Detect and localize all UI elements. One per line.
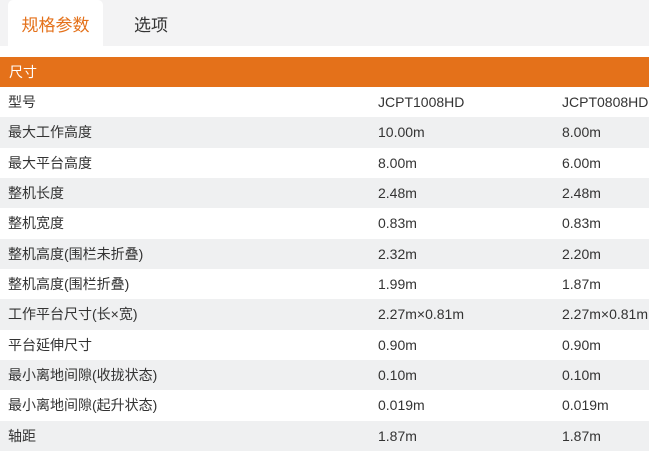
row-label: 工作平台尺寸(长×宽) (8, 306, 138, 323)
section-header-dimensions: 尺寸 (0, 57, 649, 87)
row-label: 最小离地间隙(收拢状态) (8, 367, 158, 384)
row-value: 8.00m (378, 154, 417, 171)
row-value: JCPT0808HD (562, 94, 649, 111)
row-value: 0.019m (378, 397, 425, 414)
row-label: 整机宽度 (8, 215, 64, 232)
table-row: 整机长度 2.48m 2.48m (0, 177, 649, 209)
table-row: 最小离地间隙(起升状态) 0.019m 0.019m (0, 390, 649, 421)
row-label: 最大平台高度 (8, 154, 92, 171)
row-value: 0.10m (378, 367, 417, 384)
row-label: 整机高度(围栏折叠) (8, 276, 130, 293)
row-value: 0.10m (562, 367, 601, 384)
row-value: 1.99m (378, 276, 417, 293)
row-label: 最大工作高度 (8, 124, 92, 141)
tab-content-gap (0, 46, 649, 57)
table-row: 整机宽度 0.83m 0.83m (0, 208, 649, 239)
row-label: 最小离地间隙(起升状态) (8, 397, 158, 414)
row-value: 0.019m (562, 397, 609, 414)
table-row: 平台延伸尺寸 0.90m 0.90m (0, 329, 649, 360)
row-label: 整机长度 (8, 185, 64, 202)
row-value: 0.83m (378, 215, 417, 232)
row-value: 2.20m (562, 245, 601, 262)
row-value: 8.00m (562, 124, 601, 141)
spec-table-body: 型号 JCPT1008HD JCPT0808HD 最大工作高度 10.00m 8.00m 最… (0, 87, 649, 451)
tab-options[interactable]: 选项 (134, 15, 168, 35)
row-value: 1.87m (378, 427, 417, 444)
row-value: 1.87m (562, 276, 601, 293)
row-label: 轴距 (8, 427, 36, 444)
row-value: 10.00m (378, 124, 425, 141)
row-label: 整机高度(围栏未折叠) (8, 245, 144, 262)
row-label: 平台延伸尺寸 (8, 336, 92, 353)
row-value: 0.83m (562, 215, 601, 232)
tab-specifications[interactable]: 规格参数 (8, 0, 103, 46)
table-row: 最大平台高度 8.00m 6.00m (0, 147, 649, 178)
row-value: 1.87m (562, 427, 601, 444)
row-value: 0.90m (378, 336, 417, 353)
row-value: 2.48m (562, 185, 601, 202)
row-value: 6.00m (562, 154, 601, 171)
table-row: 最大工作高度 10.00m 8.00m (0, 117, 649, 148)
row-value: 0.90m (562, 336, 601, 353)
table-row: 轴距 1.87m 1.87m (0, 420, 649, 451)
table-row: 整机高度(围栏折叠) 1.99m 1.87m (0, 268, 649, 300)
tab-bar: 规格参数 选项 (0, 0, 649, 46)
row-value: 2.27m×0.81m (378, 306, 464, 323)
row-value: JCPT1008HD (378, 94, 465, 111)
table-row: 整机高度(围栏未折叠) 2.32m 2.20m (0, 238, 649, 269)
row-label: 型号 (8, 94, 36, 111)
table-row: 最小离地间隙(收拢状态) 0.10m 0.10m (0, 359, 649, 391)
row-value: 2.48m (378, 185, 417, 202)
table-row: 型号 JCPT1008HD JCPT0808HD (0, 87, 649, 118)
table-row: 工作平台尺寸(长×宽) 2.27m×0.81m 2.27m×0.81m (0, 299, 649, 330)
row-value: 2.32m (378, 245, 417, 262)
row-value: 2.27m×0.81m (562, 306, 648, 323)
